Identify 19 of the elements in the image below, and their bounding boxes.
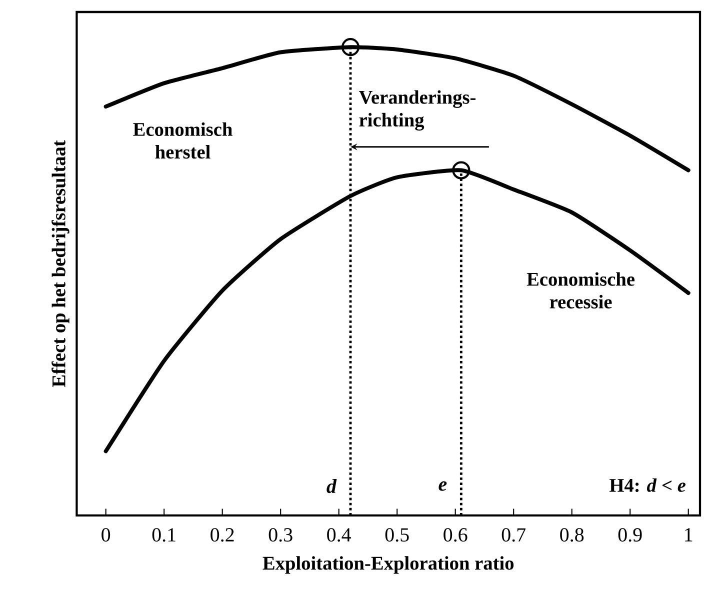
x-tick-label: 0.3 xyxy=(268,528,292,542)
ref-line-label: d xyxy=(326,479,337,494)
x-tick-label: 0.2 xyxy=(210,528,234,542)
x-tick-label: 0.6 xyxy=(444,528,468,542)
y-axis-title: Effect op het bedrijfsresultaat xyxy=(52,140,70,387)
annotation: Veranderings-richting xyxy=(358,90,476,131)
x-tick-label: 0.9 xyxy=(618,528,642,542)
ref-line-label: e xyxy=(438,481,447,491)
x-tick-label: 0.7 xyxy=(502,528,526,542)
x-tick-label: 0.8 xyxy=(560,528,584,542)
series-label: Economisch herstel xyxy=(133,122,232,159)
annotation: H4: d < e xyxy=(610,478,686,492)
series-label: Economische recessie xyxy=(526,272,635,308)
x-tick-label: 1 xyxy=(685,528,692,542)
x-tick-label: 0.1 xyxy=(152,528,176,542)
x-axis-title: Exploitation-Exploration ratio xyxy=(262,556,514,574)
x-tick-label: 0 xyxy=(102,528,110,542)
x-tick-label: 0.4 xyxy=(327,528,352,542)
x-tick-label: 0.5 xyxy=(385,528,409,542)
